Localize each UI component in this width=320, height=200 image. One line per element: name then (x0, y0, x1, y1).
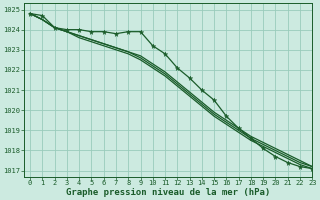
X-axis label: Graphe pression niveau de la mer (hPa): Graphe pression niveau de la mer (hPa) (66, 188, 270, 197)
